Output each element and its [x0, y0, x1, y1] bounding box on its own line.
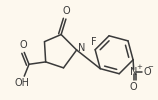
Text: O: O [130, 82, 137, 93]
Text: O: O [62, 6, 70, 16]
Text: N: N [130, 67, 137, 77]
Text: O: O [144, 67, 151, 77]
Text: N: N [78, 43, 86, 53]
Text: F: F [91, 37, 97, 47]
Text: OH: OH [14, 78, 29, 88]
Text: −: − [147, 64, 153, 70]
Text: +: + [136, 64, 142, 70]
Text: O: O [19, 40, 27, 50]
